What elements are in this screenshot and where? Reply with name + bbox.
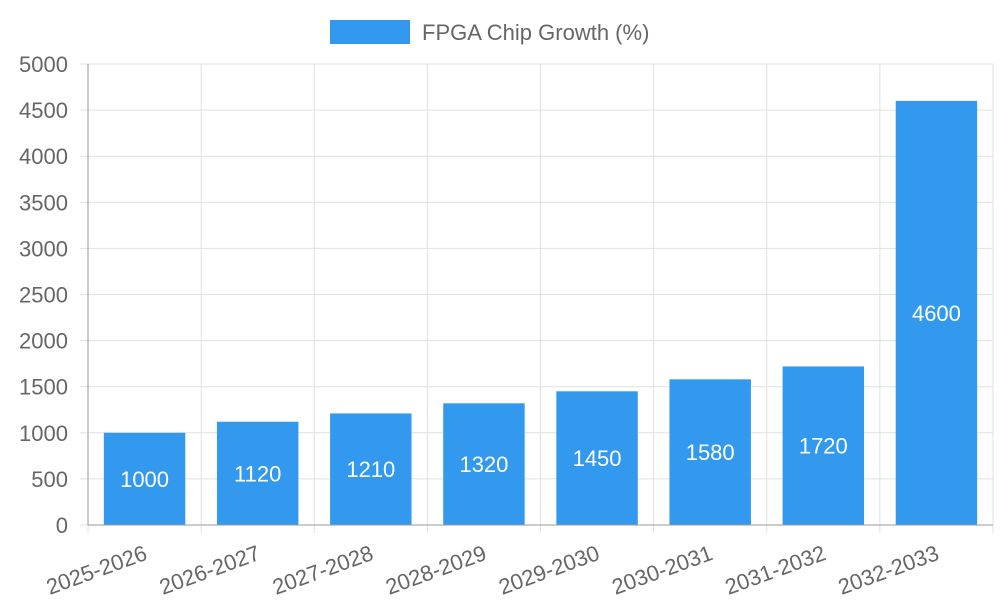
- legend-swatch: [330, 20, 410, 44]
- y-tick-label: 2500: [19, 283, 68, 308]
- bars: [103, 100, 978, 525]
- bar-value-label: 1320: [459, 452, 508, 477]
- x-tick-label: 2026-2027: [156, 540, 263, 599]
- bar-value-label: 1450: [573, 446, 622, 471]
- y-tick-label: 5000: [19, 52, 68, 77]
- y-tick-label: 2000: [19, 329, 68, 354]
- x-tick-label: 2027-2028: [269, 540, 376, 599]
- bar-value-label: 1210: [346, 457, 395, 482]
- bar-value-label: 4600: [912, 301, 961, 326]
- bar-value-label: 1120: [234, 461, 281, 486]
- y-tick-label: 1000: [19, 421, 68, 446]
- bar-labels: 1000 1120 1210 1320 1450 1580 1720 4600: [120, 301, 961, 492]
- y-tick-label: 4500: [19, 98, 68, 123]
- x-tick-label: 2029-2030: [495, 540, 602, 599]
- bar-value-label: 1580: [686, 440, 735, 465]
- y-tick-label: 500: [31, 467, 68, 492]
- bar[interactable]: [556, 391, 638, 525]
- x-tick-label: 2030-2031: [608, 540, 715, 599]
- bar[interactable]: [216, 421, 299, 525]
- bar-value-label: 1000: [120, 467, 169, 492]
- legend[interactable]: FPGA Chip Growth (%): [330, 20, 649, 45]
- x-tick-label: 2028-2029: [382, 540, 489, 599]
- bar[interactable]: [895, 100, 978, 525]
- y-tick-label: 3500: [19, 190, 68, 215]
- bar[interactable]: [443, 403, 525, 525]
- bar[interactable]: [330, 413, 412, 525]
- bar[interactable]: [782, 366, 865, 525]
- bar-value-label: 1720: [799, 434, 848, 459]
- y-tick-label: 3000: [19, 236, 68, 261]
- y-tick-label: 4000: [19, 144, 68, 169]
- x-tick-label: 2031-2032: [722, 540, 829, 599]
- y-tick-label: 0: [56, 513, 68, 538]
- bar[interactable]: [103, 432, 186, 525]
- y-axis-ticks: 0 500 1000 1500 2000 2500 3000 3500 4000 4500 5000: [19, 52, 88, 538]
- y-tick-label: 1500: [19, 375, 68, 400]
- x-tick-label: 2032-2033: [835, 540, 942, 599]
- bar[interactable]: [669, 379, 751, 525]
- x-axis-ticks: 2025-2026 2026-2027 2027-2028 2028-2029 2029…: [43, 540, 942, 599]
- x-tick-label: 2025-2026: [43, 540, 150, 599]
- legend-label: FPGA Chip Growth (%): [422, 20, 649, 45]
